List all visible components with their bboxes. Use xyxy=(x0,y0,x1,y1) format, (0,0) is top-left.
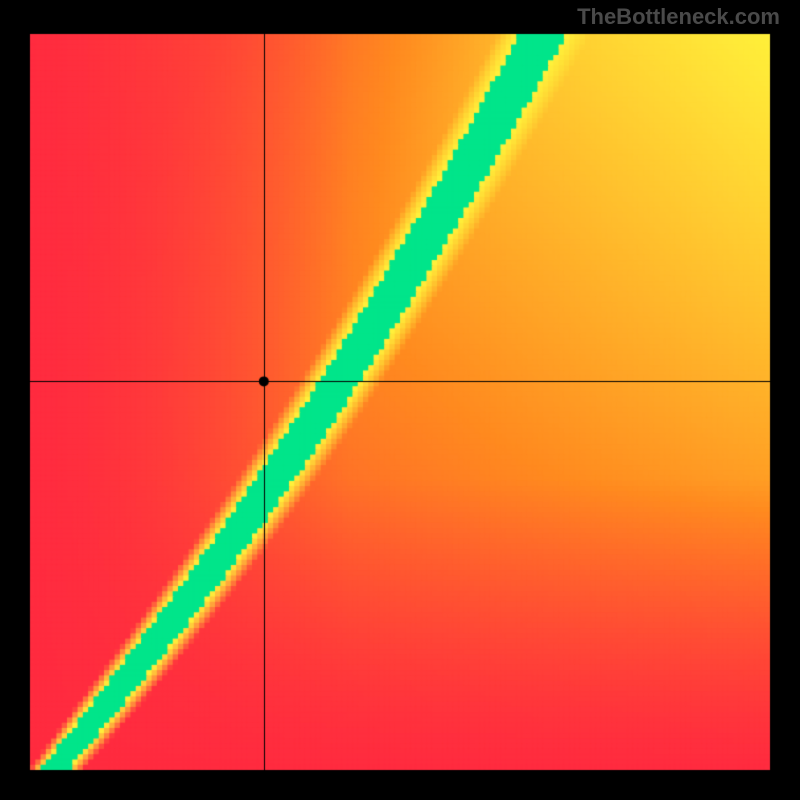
watermark-text: TheBottleneck.com xyxy=(577,4,780,30)
chart-container: TheBottleneck.com xyxy=(0,0,800,800)
bottleneck-heatmap xyxy=(0,0,800,800)
